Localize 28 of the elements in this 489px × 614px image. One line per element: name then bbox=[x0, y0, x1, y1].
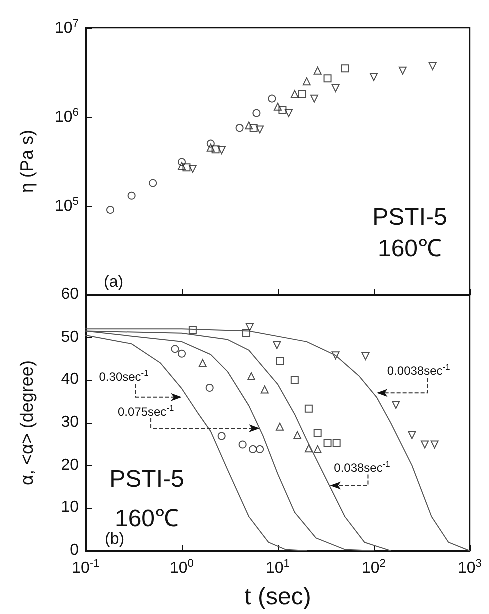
y-tick-label: 0 bbox=[70, 542, 79, 560]
x-axis-title: t (sec) bbox=[244, 584, 312, 610]
y-tick-label: 20 bbox=[61, 456, 79, 475]
annotation: 0.075sec$^{-1}$ bbox=[118, 402, 174, 419]
x-tick-label: 10$^{3}$ bbox=[458, 558, 482, 578]
annotation: 160℃ bbox=[378, 234, 442, 264]
y-tick-label: 10$^{5}$ bbox=[54, 196, 79, 216]
annotation: (a) bbox=[104, 274, 124, 292]
y-tick-label: 30 bbox=[61, 414, 79, 432]
x-tick-label: 10$^{-1}$ bbox=[72, 558, 100, 578]
annotation: 0.0038sec$^{-1}$ bbox=[387, 362, 450, 378]
y-tick-label: 60 bbox=[61, 286, 79, 304]
y-tick-label: 10$^{7}$ bbox=[54, 18, 79, 38]
y-tick-label: 50 bbox=[61, 328, 79, 347]
y-tick-label: 40 bbox=[61, 371, 79, 390]
annotation: (b) bbox=[105, 531, 125, 549]
y-tick-label: 10 bbox=[61, 499, 79, 518]
x-tick-label: 10$^{1}$ bbox=[266, 558, 290, 578]
x-tick-label: 10$^{2}$ bbox=[362, 558, 386, 578]
y-tick-label: 10$^{6}$ bbox=[54, 106, 79, 128]
annotation: PSTI-5 bbox=[372, 204, 448, 232]
y-axis-title: α, <α> (degree) bbox=[17, 360, 37, 486]
annotation: PSTI-5 bbox=[110, 466, 184, 494]
annotation: 160℃ bbox=[114, 504, 180, 532]
x-tick-label: 10$^{0}$ bbox=[170, 558, 194, 578]
annotation: 0.30sec$^{-1}$ bbox=[99, 368, 149, 384]
annotation: 0.038sec$^{-1}$ bbox=[334, 458, 390, 475]
y-axis-title: η (Pa s) bbox=[17, 130, 37, 194]
